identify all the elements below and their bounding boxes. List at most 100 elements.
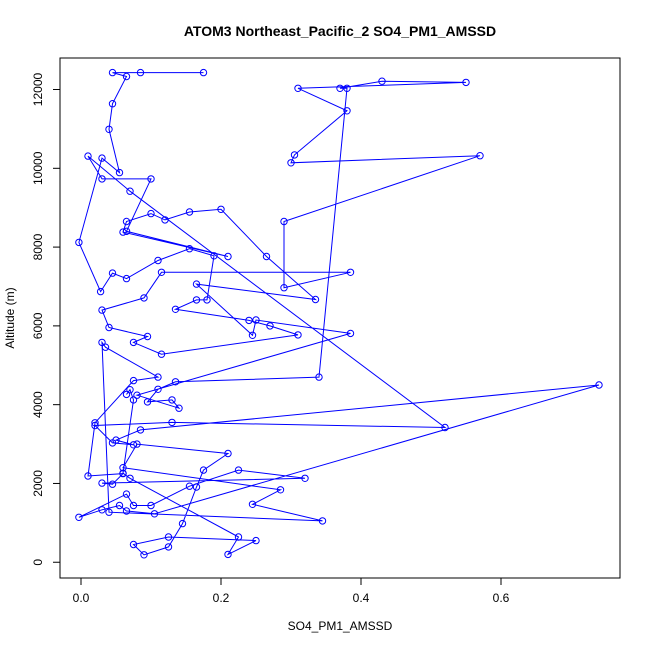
data-point (280, 284, 288, 292)
x-axis-label: SO4_PM1_AMSSD (288, 619, 393, 633)
data-point (122, 227, 131, 236)
data-point (143, 332, 152, 341)
y-tick-label: 8000 (31, 233, 45, 260)
data-point (199, 466, 208, 474)
data-point (140, 294, 148, 302)
data-point (203, 296, 211, 304)
data-point (185, 245, 194, 253)
data-point (108, 480, 117, 488)
data-point (122, 507, 131, 515)
series-line (78, 72, 600, 556)
data-point (126, 386, 134, 394)
y-tick-label: 4000 (31, 391, 45, 418)
x-axis: 0.0 0.2 0.4 0.6 (73, 577, 510, 605)
data-point (98, 338, 106, 347)
y-tick-label: 10000 (31, 151, 45, 185)
data-point (108, 100, 117, 108)
data-point (290, 151, 299, 159)
y-axis: 0 2000 4000 6000 8000 10000 12000 (31, 73, 61, 566)
y-tick-label: 6000 (31, 312, 45, 339)
data-point (122, 72, 131, 81)
data-point (122, 390, 131, 399)
data-point (161, 216, 169, 224)
data-point (84, 152, 92, 160)
data-point (157, 268, 166, 276)
data-point (108, 68, 117, 77)
data-point (126, 187, 134, 195)
y-axis-label: Altitude (m) (3, 287, 17, 348)
data-point (252, 536, 260, 545)
data-point (224, 550, 232, 559)
data-point (336, 84, 344, 93)
data-point (315, 373, 323, 381)
data-point (185, 482, 194, 490)
data-point (147, 501, 155, 510)
data-point (98, 506, 106, 514)
data-point (147, 209, 155, 218)
data-point (248, 331, 257, 339)
data-point (98, 175, 106, 183)
data-point (115, 501, 124, 510)
data-point (192, 296, 201, 304)
data-point (126, 474, 134, 482)
data-point (98, 479, 106, 487)
data-point (122, 490, 131, 498)
data-point (119, 469, 127, 477)
data-point (224, 252, 232, 261)
data-point (378, 77, 386, 85)
data-point (318, 517, 327, 525)
data-point (91, 421, 99, 430)
y-tick-label: 0 (31, 559, 45, 566)
data-point (143, 398, 152, 406)
data-point (119, 228, 127, 236)
data-point (217, 205, 225, 214)
x-tick-label: 0.0 (73, 591, 90, 605)
x-tick-label: 0.6 (493, 591, 510, 605)
chart-title: ATOM3 Northeast_Pacific_2 SO4_PM1_AMSSD (184, 23, 496, 39)
data-point (343, 107, 351, 115)
x-tick-label: 0.2 (213, 591, 230, 605)
points-layer (75, 68, 603, 559)
data-point (441, 423, 449, 432)
x-tick-label: 0.4 (353, 591, 370, 605)
data-point (154, 256, 162, 265)
data-point (276, 486, 285, 494)
data-point (129, 501, 138, 510)
data-point (311, 295, 320, 304)
data-point (115, 168, 124, 177)
data-point (164, 533, 173, 541)
data-point (248, 500, 257, 508)
data-point (301, 474, 309, 482)
data-point (136, 426, 145, 434)
data-point (122, 274, 131, 283)
data-point (346, 268, 355, 276)
data-point (147, 175, 155, 183)
data-point (294, 84, 302, 93)
data-point (287, 159, 295, 167)
data-point (595, 381, 603, 389)
data-point (171, 305, 180, 313)
data-point (234, 533, 243, 541)
data-point (84, 472, 92, 480)
data-point (98, 154, 106, 162)
data-point (343, 84, 351, 93)
data-point (192, 483, 201, 491)
data-point (164, 543, 173, 551)
data-point (129, 441, 138, 449)
data-point (266, 322, 274, 330)
y-tick-label: 2000 (31, 470, 45, 497)
data-point (154, 385, 162, 393)
data-point (171, 378, 180, 386)
data-point (133, 391, 141, 399)
data-point (262, 252, 271, 261)
data-point (105, 508, 113, 516)
data-point (245, 316, 253, 325)
data-point (224, 449, 232, 458)
data-point (210, 252, 218, 260)
data-point (133, 440, 141, 448)
data-point (168, 396, 176, 404)
data-point (122, 217, 131, 226)
y-tick-label: 12000 (31, 73, 45, 107)
data-point (150, 510, 159, 518)
